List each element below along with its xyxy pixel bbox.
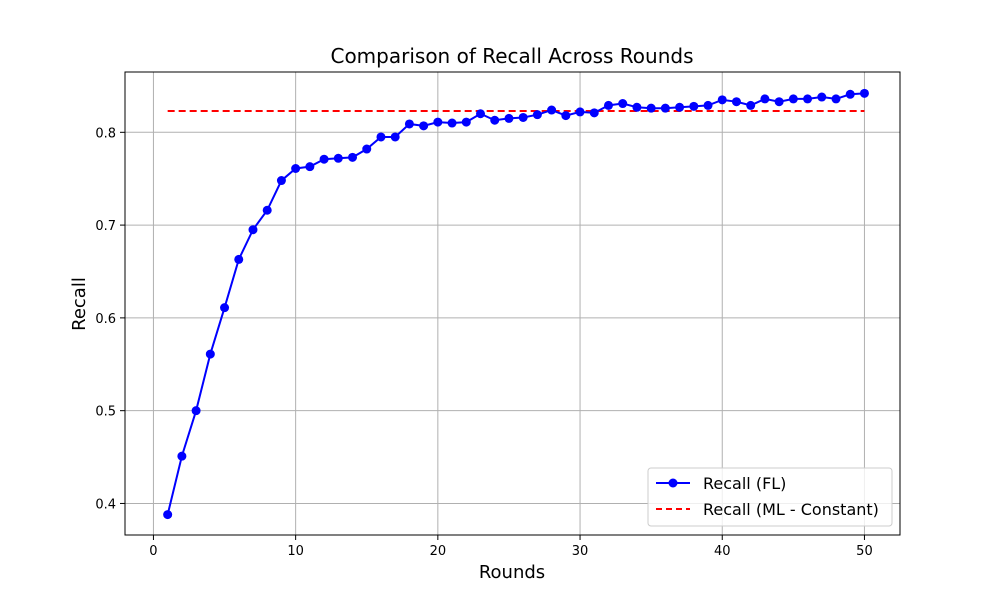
data-point-fl	[589, 108, 599, 118]
data-point-fl	[248, 225, 258, 235]
x-tick-label: 20	[430, 544, 447, 559]
grid	[125, 72, 900, 535]
data-point-fl	[191, 406, 201, 416]
data-point-fl	[433, 117, 443, 127]
x-axis-label: Rounds	[479, 562, 545, 583]
axis-ticks: 0 10 20 30 40 50 0.4 0.5 0.6 0.7 0.8	[95, 126, 872, 559]
data-point-fl	[575, 107, 585, 117]
data-point-fl	[305, 162, 315, 172]
series-layer	[163, 88, 869, 520]
data-point-fl	[518, 112, 528, 122]
data-point-fl	[390, 132, 400, 142]
data-point-fl	[547, 105, 557, 115]
data-point-fl	[831, 94, 841, 104]
x-tick-label: 40	[714, 544, 731, 559]
data-point-fl	[262, 205, 272, 215]
data-point-fl	[419, 121, 429, 131]
x-tick-label: 0	[149, 544, 157, 559]
data-point-fl	[603, 100, 613, 110]
y-tick-label: 0.8	[95, 126, 116, 141]
data-point-fl	[404, 119, 414, 129]
data-point-fl	[717, 95, 727, 105]
y-tick-label: 0.6	[95, 312, 116, 327]
data-point-fl	[333, 153, 343, 163]
legend-box	[647, 467, 893, 527]
chart-title: Comparison of Recall Across Rounds	[330, 44, 693, 68]
data-point-fl	[788, 94, 798, 104]
data-point-fl	[276, 176, 286, 186]
data-point-fl	[731, 97, 741, 107]
data-point-fl	[177, 451, 187, 461]
data-point-fl	[859, 88, 869, 98]
data-point-fl	[348, 152, 358, 162]
data-point-fl	[845, 89, 855, 99]
data-point-fl	[561, 111, 571, 121]
y-tick-label: 0.4	[95, 497, 116, 512]
x-tick-label: 10	[287, 544, 304, 559]
y-tick-label: 0.5	[95, 405, 116, 420]
data-point-fl	[490, 115, 500, 125]
data-point-fl	[618, 99, 628, 109]
data-point-fl	[817, 92, 827, 102]
data-point-fl	[220, 303, 230, 313]
data-point-fl	[291, 163, 301, 173]
data-point-fl	[319, 154, 329, 164]
legend-marker-fl	[668, 478, 678, 488]
series-line-fl	[166, 92, 865, 515]
legend-label-ml: Recall (ML - Constant)	[703, 500, 879, 519]
data-point-fl	[646, 103, 656, 113]
data-point-fl	[703, 100, 713, 110]
data-point-fl	[632, 102, 642, 112]
data-point-fl	[774, 97, 784, 107]
x-tick-label: 30	[572, 544, 589, 559]
data-point-fl	[660, 103, 670, 113]
data-point-fl	[760, 94, 770, 104]
data-point-fl	[532, 110, 542, 120]
data-point-fl	[205, 349, 215, 359]
x-tick-label: 50	[856, 544, 873, 559]
legend: Recall (FL) Recall (ML - Constant)	[647, 467, 893, 527]
data-point-fl	[504, 113, 514, 123]
y-tick-label: 0.7	[95, 219, 116, 234]
data-point-fl	[746, 100, 756, 110]
data-point-fl	[689, 101, 699, 111]
data-point-fl	[376, 132, 386, 142]
plot-frame	[124, 71, 901, 536]
data-point-fl	[362, 144, 372, 154]
data-point-fl	[234, 254, 244, 264]
legend-label-fl: Recall (FL)	[703, 474, 786, 493]
data-point-fl	[675, 102, 685, 112]
data-point-fl	[803, 94, 813, 104]
y-axis-label: Recall	[69, 277, 90, 331]
data-point-fl	[461, 117, 471, 127]
data-point-fl	[163, 510, 173, 520]
data-point-fl	[447, 118, 457, 128]
data-point-fl	[476, 109, 486, 119]
